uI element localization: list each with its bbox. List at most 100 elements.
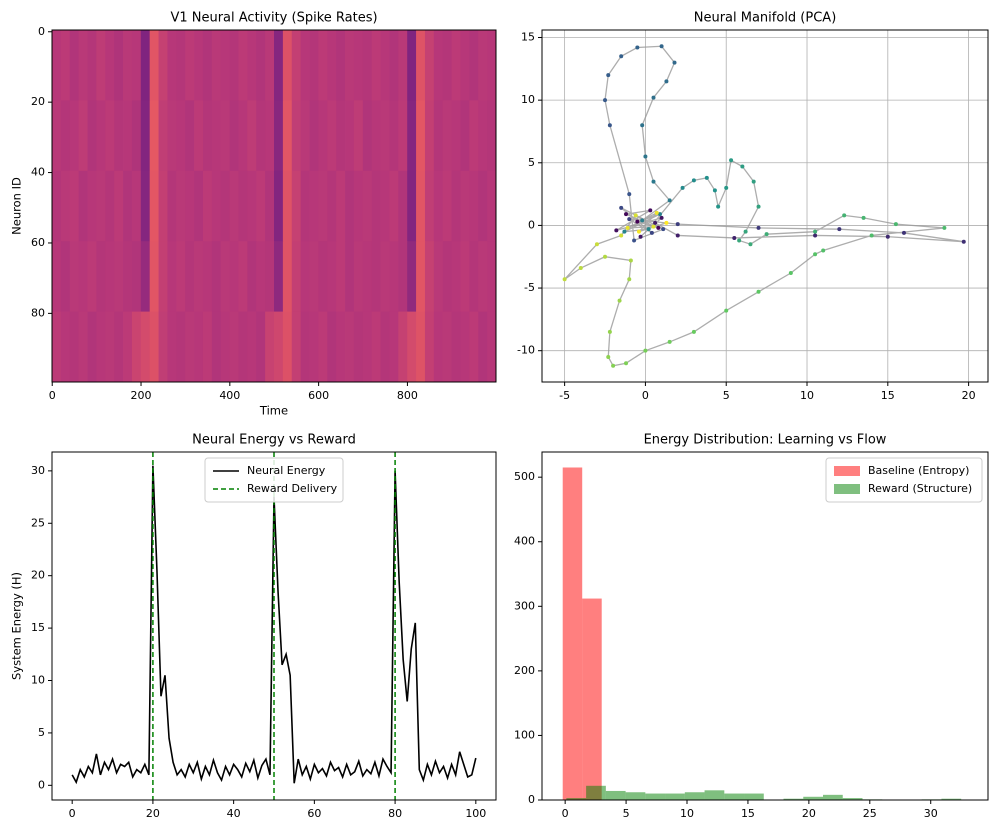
- y-axis-label: System Energy (H): [10, 572, 24, 680]
- state-point: [619, 233, 624, 238]
- heatmap-cell: [220, 241, 230, 312]
- heatmap-cell: [380, 170, 390, 242]
- heatmap-cell: [451, 30, 461, 101]
- heatmap-cell: [371, 241, 381, 312]
- heatmap-cell: [96, 30, 106, 101]
- heatmap-cell: [114, 170, 124, 242]
- heatmap-cell: [300, 311, 310, 383]
- state-point: [813, 233, 818, 238]
- state-point: [961, 239, 966, 244]
- state-point: [628, 258, 633, 263]
- histogram-bar: [562, 467, 583, 800]
- heatmap-cell: [300, 100, 310, 172]
- heatmap-cell: [416, 311, 426, 383]
- heatmap-cell: [469, 30, 479, 101]
- state-point: [664, 79, 669, 84]
- y-tick-label: -5: [524, 281, 535, 294]
- heatmap-cell: [416, 30, 426, 101]
- state-point: [619, 205, 624, 210]
- heatmap-cell: [291, 311, 302, 383]
- state-point: [607, 329, 612, 334]
- x-tick-label: 60: [307, 807, 321, 820]
- heatmap-cell: [149, 170, 159, 242]
- heatmap-cell: [416, 100, 426, 172]
- heatmap-cell: [167, 100, 177, 172]
- heatmap-cell: [158, 311, 168, 383]
- state-point: [606, 73, 611, 78]
- heatmap-cell: [398, 241, 408, 312]
- heatmap-cell: [309, 241, 319, 312]
- heatmap-cell: [327, 311, 337, 383]
- heatmap-cell: [442, 30, 452, 101]
- state-point: [704, 175, 709, 180]
- heatmap-cell: [176, 100, 186, 172]
- heatmap-cell: [478, 311, 488, 383]
- histogram-bar: [842, 798, 863, 800]
- heatmap-cell: [194, 30, 204, 101]
- heatmap-cell: [149, 311, 159, 383]
- y-tick-label: 200: [514, 664, 535, 677]
- heatmap-cell: [327, 170, 337, 242]
- y-tick-label: 0: [528, 218, 535, 231]
- state-point: [667, 198, 672, 203]
- axes-frame: [51, 29, 497, 383]
- chart-title: Neural Energy vs Reward: [192, 433, 356, 448]
- heatmap-cell: [371, 100, 381, 172]
- state-point: [656, 225, 661, 230]
- y-tick-label: 0: [528, 793, 535, 806]
- heatmap-cell: [194, 241, 204, 312]
- heatmap-cell: [389, 30, 399, 101]
- heatmap-cell: [336, 30, 346, 101]
- heatmap-cell: [202, 311, 213, 383]
- state-point: [654, 210, 659, 215]
- heatmap-cell: [380, 100, 390, 172]
- y-tick-label: 5: [38, 726, 45, 739]
- heatmap-cell: [362, 311, 373, 383]
- state-point: [643, 154, 648, 159]
- heatmap-cell: [176, 241, 186, 312]
- y-tick-label: 400: [514, 535, 535, 548]
- x-tick-label: 20: [962, 389, 976, 402]
- state-point: [614, 228, 619, 233]
- y-tick-label: 15: [31, 621, 45, 634]
- heatmap-cell: [309, 311, 319, 383]
- state-point: [619, 54, 624, 59]
- heatmap-cell: [460, 30, 470, 101]
- heatmap-cell: [114, 100, 124, 172]
- heatmap-cell: [460, 100, 470, 172]
- y-axis-label: Neuron ID: [10, 177, 24, 235]
- x-tick-label: 0: [562, 807, 569, 820]
- heatmap-cell: [291, 100, 302, 172]
- axes-frame: [541, 29, 989, 383]
- x-tick-label: 30: [924, 807, 938, 820]
- heatmap-cell: [167, 241, 177, 312]
- heatmap-cell: [353, 311, 364, 383]
- heatmap-cell: [469, 241, 479, 312]
- state-point: [756, 204, 761, 209]
- legend-label: Neural Energy: [247, 464, 326, 477]
- heatmap-cell: [300, 170, 310, 242]
- heatmap-cell: [274, 100, 284, 172]
- heatmap-cell: [460, 311, 470, 383]
- legend-label: Reward (Structure): [868, 482, 972, 495]
- heatmap-cell: [318, 241, 328, 312]
- heatmap-cell: [478, 170, 488, 242]
- x-tick-label: 10: [800, 389, 814, 402]
- heatmap-cell: [220, 311, 230, 383]
- heatmap-cell: [389, 170, 399, 242]
- x-tick-label: 20: [802, 807, 816, 820]
- heatmap-cell: [327, 100, 337, 172]
- heatmap-cell: [123, 170, 133, 242]
- heatmap-cell: [291, 30, 302, 101]
- heatmap-cell: [256, 241, 266, 312]
- heatmap-cell: [442, 170, 452, 242]
- heatmap-cell: [185, 311, 195, 383]
- chart-title: V1 Neural Activity (Spike Rates): [170, 11, 377, 26]
- heatmap-cell: [238, 30, 248, 101]
- state-point: [627, 192, 632, 197]
- chart-title: Neural Manifold (PCA): [694, 11, 837, 26]
- state-point: [646, 227, 651, 232]
- state-point: [622, 229, 627, 234]
- axes-frame: [51, 451, 497, 801]
- heatmap-cell: [362, 241, 373, 312]
